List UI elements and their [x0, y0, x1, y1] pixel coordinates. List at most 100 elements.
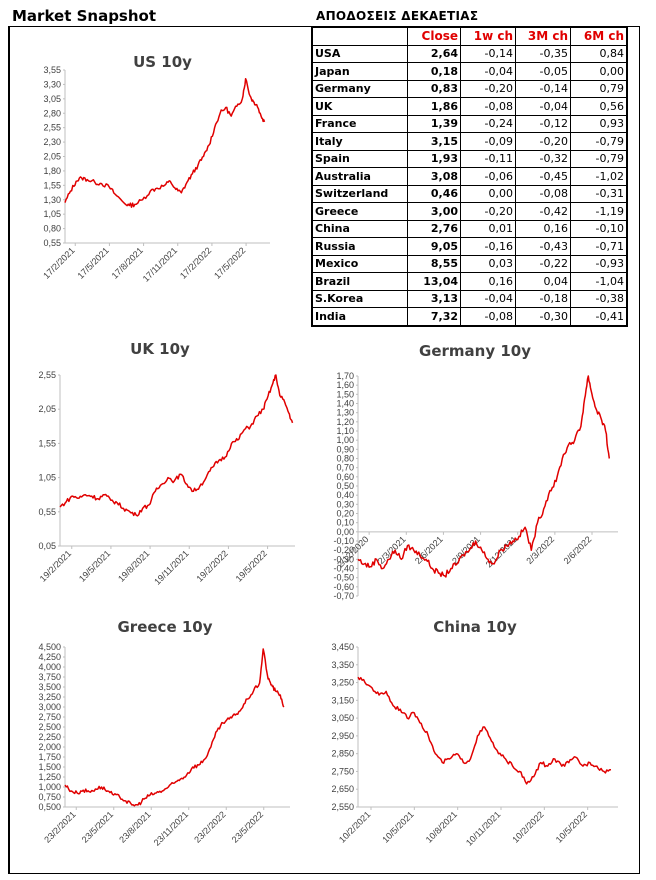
close-cell: 2,76 — [407, 219, 461, 238]
table-header-row: Close 1w ch 3M ch 6M ch — [311, 26, 628, 46]
y-tick-label: 2,750 — [38, 712, 61, 722]
country-cell: Brazil — [311, 272, 408, 291]
y-tick-label: 4,000 — [38, 662, 61, 672]
y-tick-label: 4,250 — [38, 652, 61, 662]
close-cell: 2,64 — [407, 44, 461, 63]
table-row: Japan 0,18 -0,04 -0,05 0,00 — [311, 62, 628, 81]
change-6m-cell: 0,79 — [570, 79, 628, 98]
change-3m-cell: -0,14 — [515, 79, 571, 98]
change-3m-cell: -0,42 — [515, 202, 571, 221]
change-6m-cell: -0,10 — [570, 219, 628, 238]
country-cell: India — [311, 307, 408, 326]
y-tick-label: 0,05 — [38, 541, 56, 551]
table-row: S.Korea 3,13 -0,04 -0,18 -0,38 — [311, 289, 628, 308]
chart-china: 2,550 2,650 2,750 2,850 2,950 3,050 3,150 3,250… — [331, 642, 618, 848]
close-cell: 1,86 — [407, 97, 461, 116]
close-cell: 0,18 — [407, 62, 461, 81]
table-row: France 1,39 -0,24 -0,12 0,93 — [311, 114, 628, 133]
country-cell: Italy — [311, 132, 408, 151]
change-3m-cell: -0,20 — [515, 132, 571, 151]
y-tick-label: 0,70 — [336, 463, 354, 473]
y-tick-label: 1,55 — [38, 438, 56, 448]
change-3m-cell: -0,04 — [515, 97, 571, 116]
country-cell: USA — [311, 44, 408, 63]
y-tick-label: 1,50 — [336, 389, 354, 399]
y-tick-label: 0,20 — [336, 509, 354, 519]
change-1w-cell: 0,03 — [460, 254, 516, 273]
x-tick-label: 23/11/2021 — [152, 809, 190, 847]
table-title: ΑΠΟΔΟΣΕΙΣ ΔΕΚΑΕΤΙΑΣ — [316, 9, 479, 23]
y-tick-label: 0,80 — [43, 224, 61, 234]
y-tick-label: 2,55 — [38, 370, 56, 380]
country-cell: China — [311, 219, 408, 238]
x-tick-label: 10/5/2021 — [380, 809, 415, 844]
change-1w-cell: -0,04 — [460, 289, 516, 308]
y-tick-label: 1,250 — [38, 772, 61, 782]
chart-title-us: US 10y — [133, 53, 192, 71]
change-1w-cell: -0,11 — [460, 149, 516, 168]
change-6m-cell: -1,04 — [570, 272, 628, 291]
table-row: Spain 1,93 -0,11 -0,32 -0,79 — [311, 149, 628, 168]
y-tick-label: 2,000 — [38, 742, 61, 752]
y-tick-label: 3,30 — [43, 79, 61, 89]
close-cell: 13,04 — [407, 272, 461, 291]
col-header-country — [311, 26, 408, 46]
chart-title-china: China 10y — [433, 618, 517, 636]
y-tick-label: 2,05 — [38, 404, 56, 414]
country-cell: Russia — [311, 237, 408, 256]
change-3m-cell: -0,18 — [515, 289, 571, 308]
x-tick-label: 10/5/2022 — [554, 809, 589, 844]
country-cell: France — [311, 114, 408, 133]
y-tick-label: 0,80 — [336, 454, 354, 464]
change-1w-cell: -0,04 — [460, 62, 516, 81]
close-cell: 1,39 — [407, 114, 461, 133]
y-tick-label: 4,500 — [38, 642, 61, 652]
y-tick-label: -0,50 — [333, 573, 354, 583]
country-cell: Switzerland — [311, 184, 408, 203]
y-tick-label: 0,55 — [43, 238, 61, 248]
x-tick-label: 17/2/2022 — [178, 245, 213, 280]
chart-title-uk: UK 10y — [130, 340, 190, 358]
y-tick-label: 3,250 — [38, 692, 61, 702]
y-tick-label: -0,10 — [333, 536, 354, 546]
x-tick-label: 17/5/2022 — [212, 245, 247, 280]
change-6m-cell: 0,84 — [570, 44, 628, 63]
change-6m-cell: -0,41 — [570, 307, 628, 326]
table-row: Mexico 8,55 0,03 -0,22 -0,93 — [311, 254, 628, 273]
change-3m-cell: -0,35 — [515, 44, 571, 63]
x-tick-label: 19/2/2022 — [194, 548, 229, 583]
change-6m-cell: 0,00 — [570, 62, 628, 81]
y-tick-label: 3,55 — [43, 65, 61, 75]
table-row: Switzerland 0,46 0,00 -0,08 -0,31 — [311, 184, 628, 203]
y-tick-label: 2,950 — [331, 731, 354, 741]
change-6m-cell: -1,02 — [570, 167, 628, 186]
y-tick-label: 0,30 — [336, 499, 354, 509]
y-tick-label: 2,05 — [43, 152, 61, 162]
change-6m-cell: -0,71 — [570, 237, 628, 256]
y-tick-label: 3,05 — [43, 94, 61, 104]
series-line — [64, 77, 266, 208]
y-tick-label: 2,750 — [331, 766, 354, 776]
y-tick-label: 3,750 — [38, 672, 61, 682]
x-tick-label: 23/5/2022 — [230, 809, 265, 844]
y-tick-label: 1,40 — [336, 399, 354, 409]
close-cell: 9,05 — [407, 237, 461, 256]
y-tick-label: 1,30 — [43, 195, 61, 205]
change-6m-cell: -0,79 — [570, 132, 628, 151]
series-line — [357, 375, 611, 578]
change-1w-cell: -0,09 — [460, 132, 516, 151]
change-3m-cell: -0,22 — [515, 254, 571, 273]
country-cell: Greece — [311, 202, 408, 221]
change-3m-cell: -0,43 — [515, 237, 571, 256]
change-1w-cell: -0,14 — [460, 44, 516, 63]
change-1w-cell: -0,20 — [460, 202, 516, 221]
table-row: Russia 9,05 -0,16 -0,43 -0,71 — [311, 237, 628, 256]
chart-title-greece: Greece 10y — [117, 618, 213, 636]
x-tick-label: 2/12/2021 — [484, 534, 519, 569]
x-tick-label: 19/5/2021 — [77, 548, 112, 583]
table-row: Italy 3,15 -0,09 -0,20 -0,79 — [311, 132, 628, 151]
x-tick-label: 2/9/2021 — [450, 534, 482, 566]
y-tick-label: 3,050 — [331, 713, 354, 723]
change-6m-cell: -0,31 — [570, 184, 628, 203]
